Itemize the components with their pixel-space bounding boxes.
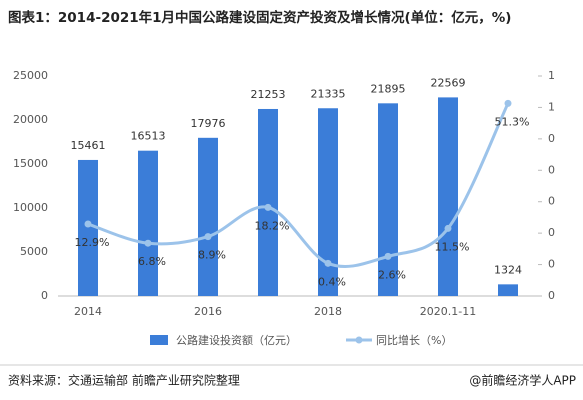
y2-tick-label: 0	[548, 132, 555, 145]
line-point	[144, 239, 152, 247]
line-label: 18.2%	[255, 219, 290, 232]
y2-tick-label: 0	[548, 289, 555, 302]
y2-tick-label: 1	[548, 100, 555, 113]
line-label: 2.6%	[378, 268, 406, 281]
bar-label: 1324	[494, 263, 522, 276]
bar-label: 21335	[311, 87, 346, 100]
line-label: 0.4%	[318, 275, 346, 288]
y2-tick-label: 1	[548, 69, 555, 82]
line-label: 11.5%	[435, 240, 470, 253]
y-tick-label: 25000	[13, 69, 48, 82]
bar	[318, 108, 338, 296]
x-tick-label: 2018	[314, 305, 342, 318]
y2-tick-label: 0	[548, 226, 555, 239]
y-tick-label: 0	[41, 289, 48, 302]
y2-tick-label: 0	[548, 163, 555, 176]
y-tick-label: 5000	[20, 245, 48, 258]
legend-label: 同比增长（%）	[376, 333, 452, 347]
bar	[138, 150, 158, 296]
credit: @前瞻经济学人APP	[469, 373, 576, 388]
bar	[78, 159, 98, 296]
legend-swatch	[355, 336, 363, 344]
line-point	[324, 259, 332, 267]
bar-label: 17976	[191, 117, 226, 130]
line-point	[504, 99, 512, 107]
y2-tick-label: 0	[548, 195, 555, 208]
bar-label: 22569	[431, 76, 466, 89]
bar	[198, 137, 218, 296]
chart-title: 图表1：2014-2021年1月中国公路建设固定资产投资及增长情况(单位：亿元，…	[8, 10, 512, 26]
source: 资料来源：交通运输部 前瞻产业研究院整理	[8, 373, 240, 388]
bar	[258, 108, 278, 296]
y2-tick-label: 0	[548, 258, 555, 271]
line-point	[264, 203, 272, 211]
line-point	[384, 252, 392, 260]
line-label: 6.8%	[138, 255, 166, 268]
bar	[498, 284, 518, 296]
bar-label: 16513	[131, 130, 166, 143]
bar-label: 15461	[71, 139, 106, 152]
line-label: 12.9%	[75, 236, 110, 249]
line-label: 51.3%	[495, 115, 530, 128]
y-tick-label: 10000	[13, 201, 48, 214]
bar-label: 21253	[251, 88, 286, 101]
y-tick-label: 20000	[13, 113, 48, 126]
legend-swatch	[150, 335, 168, 345]
legend-label: 公路建设投资额（亿元）	[176, 333, 297, 347]
line-point	[204, 233, 212, 241]
bar-label: 21895	[371, 82, 406, 95]
bar	[378, 103, 398, 296]
line-point	[444, 224, 452, 232]
x-tick-label: 2016	[194, 305, 222, 318]
y-tick-label: 15000	[13, 157, 48, 170]
x-tick-label: 2020.1-11	[420, 305, 476, 318]
bar	[438, 97, 458, 297]
x-tick-label: 2014	[74, 305, 102, 318]
line-label: 8.9%	[198, 249, 226, 262]
line-point	[84, 220, 92, 228]
